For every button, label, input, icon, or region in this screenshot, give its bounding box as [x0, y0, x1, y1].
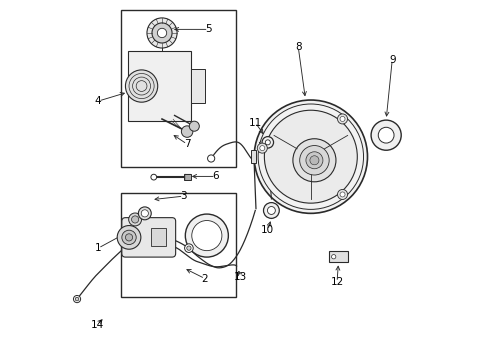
Circle shape	[339, 192, 345, 197]
Text: 13: 13	[234, 272, 247, 282]
Circle shape	[331, 255, 335, 259]
Circle shape	[185, 214, 228, 257]
Text: 4: 4	[95, 96, 102, 106]
Circle shape	[122, 230, 136, 244]
Text: 3: 3	[180, 191, 186, 201]
Circle shape	[263, 203, 279, 219]
Circle shape	[309, 156, 318, 165]
Circle shape	[305, 152, 322, 169]
Circle shape	[117, 226, 141, 249]
Bar	[128, 51, 190, 121]
Circle shape	[157, 28, 166, 38]
Text: 7: 7	[183, 139, 190, 149]
Circle shape	[125, 234, 132, 241]
Circle shape	[125, 70, 158, 102]
Text: 2: 2	[202, 274, 208, 284]
Circle shape	[262, 136, 273, 148]
Bar	[121, 193, 235, 297]
Circle shape	[207, 155, 214, 162]
Circle shape	[151, 174, 156, 180]
Text: 10: 10	[261, 225, 274, 235]
Text: 11: 11	[248, 118, 262, 128]
Circle shape	[141, 210, 148, 217]
Text: 6: 6	[212, 171, 219, 181]
Circle shape	[152, 23, 172, 43]
Circle shape	[73, 296, 81, 303]
Circle shape	[254, 100, 367, 213]
Text: 1: 1	[95, 243, 102, 253]
Bar	[183, 174, 190, 180]
FancyBboxPatch shape	[122, 218, 175, 257]
Circle shape	[370, 120, 400, 150]
Circle shape	[339, 116, 345, 121]
Circle shape	[128, 213, 142, 226]
Text: 12: 12	[330, 277, 343, 287]
Circle shape	[267, 207, 275, 215]
Circle shape	[181, 126, 192, 137]
Bar	[121, 10, 235, 167]
Circle shape	[299, 145, 328, 175]
Bar	[151, 228, 165, 246]
Text: 14: 14	[91, 320, 104, 329]
Circle shape	[189, 121, 199, 131]
Circle shape	[378, 127, 393, 143]
Circle shape	[191, 221, 222, 251]
Text: 8: 8	[294, 42, 301, 52]
Circle shape	[138, 207, 151, 220]
Text: 9: 9	[388, 55, 395, 65]
Circle shape	[264, 110, 357, 203]
Circle shape	[265, 140, 270, 145]
Text: 5: 5	[205, 24, 211, 35]
Circle shape	[337, 189, 347, 199]
Bar	[328, 251, 348, 262]
Circle shape	[258, 104, 363, 210]
Circle shape	[131, 216, 139, 223]
Bar	[190, 69, 204, 103]
Circle shape	[257, 143, 267, 153]
Circle shape	[184, 244, 193, 252]
Bar	[251, 150, 255, 163]
Circle shape	[186, 246, 191, 250]
Circle shape	[337, 114, 347, 124]
Circle shape	[147, 18, 177, 48]
Circle shape	[292, 139, 335, 182]
Circle shape	[75, 297, 79, 301]
Circle shape	[259, 146, 264, 150]
